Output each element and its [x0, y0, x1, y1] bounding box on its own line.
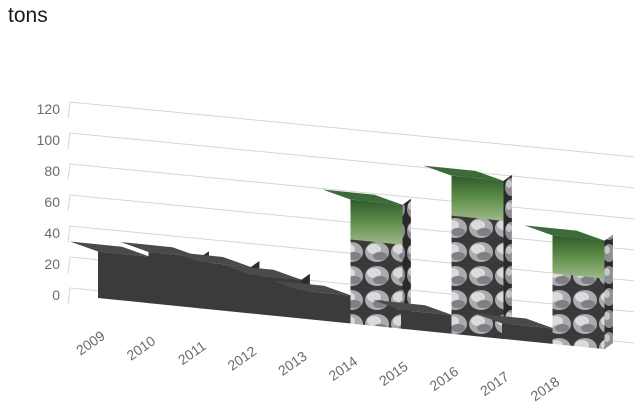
bar-top	[171, 251, 251, 267]
x-axis-ticks: 2009 2010 2011 2012 2013 2014 2015 2016 2017 2018	[73, 327, 562, 404]
bar-top	[524, 225, 605, 241]
bars	[70, 165, 613, 350]
x-tick-label: 2012	[225, 343, 260, 374]
bar-front	[300, 290, 352, 324]
gridline	[67, 256, 634, 313]
x-tick-label: 2010	[124, 332, 159, 363]
bar-top	[221, 264, 302, 280]
gridline	[67, 163, 634, 220]
gridline	[67, 132, 634, 189]
bar-top	[373, 300, 453, 316]
y-tick-label: 0	[52, 287, 60, 303]
bar-side	[402, 198, 411, 329]
bar-top	[70, 241, 150, 257]
bar-side	[604, 234, 613, 350]
bar-2009	[70, 241, 159, 304]
bar-front	[401, 310, 453, 334]
x-tick-label: 2017	[477, 368, 512, 399]
x-tick-label: 2011	[175, 337, 209, 367]
x-tick-label: 2016	[427, 363, 462, 394]
bar-2014	[322, 189, 411, 329]
bar-front	[199, 261, 251, 314]
y-tick-label: 40	[44, 225, 60, 241]
y-tick-label: 80	[44, 163, 60, 179]
bar-front	[502, 323, 554, 345]
gridline	[67, 101, 634, 158]
x-tick-label: 2013	[275, 348, 310, 379]
y-tick-label: 20	[44, 256, 60, 272]
y-axis-ticks: 0 20 40 60 80 100 120	[37, 101, 61, 303]
y-unit-label: tons	[8, 4, 48, 27]
bar-front	[148, 251, 201, 309]
bar-top	[474, 313, 554, 329]
y-tick-label: 120	[37, 101, 61, 117]
bar-side	[503, 174, 512, 339]
bar-foliage	[451, 175, 504, 221]
gridline	[67, 194, 634, 251]
bar-top	[423, 165, 504, 181]
bar-top	[272, 280, 352, 296]
x-tick-label: 2014	[326, 353, 361, 384]
bar-top	[322, 189, 403, 205]
bar-foliage	[350, 199, 403, 245]
gridline	[67, 225, 634, 282]
y-tick-label: 60	[44, 194, 60, 210]
bar-foliage	[552, 235, 605, 279]
x-tick-label: 2009	[73, 327, 108, 358]
bar-2016	[423, 165, 512, 339]
bar-front	[98, 251, 150, 304]
x-tick-label: 2015	[376, 358, 411, 389]
y-tick-label: 100	[37, 132, 61, 148]
bar-2018	[524, 225, 613, 350]
x-tick-label: 2018	[528, 373, 563, 404]
